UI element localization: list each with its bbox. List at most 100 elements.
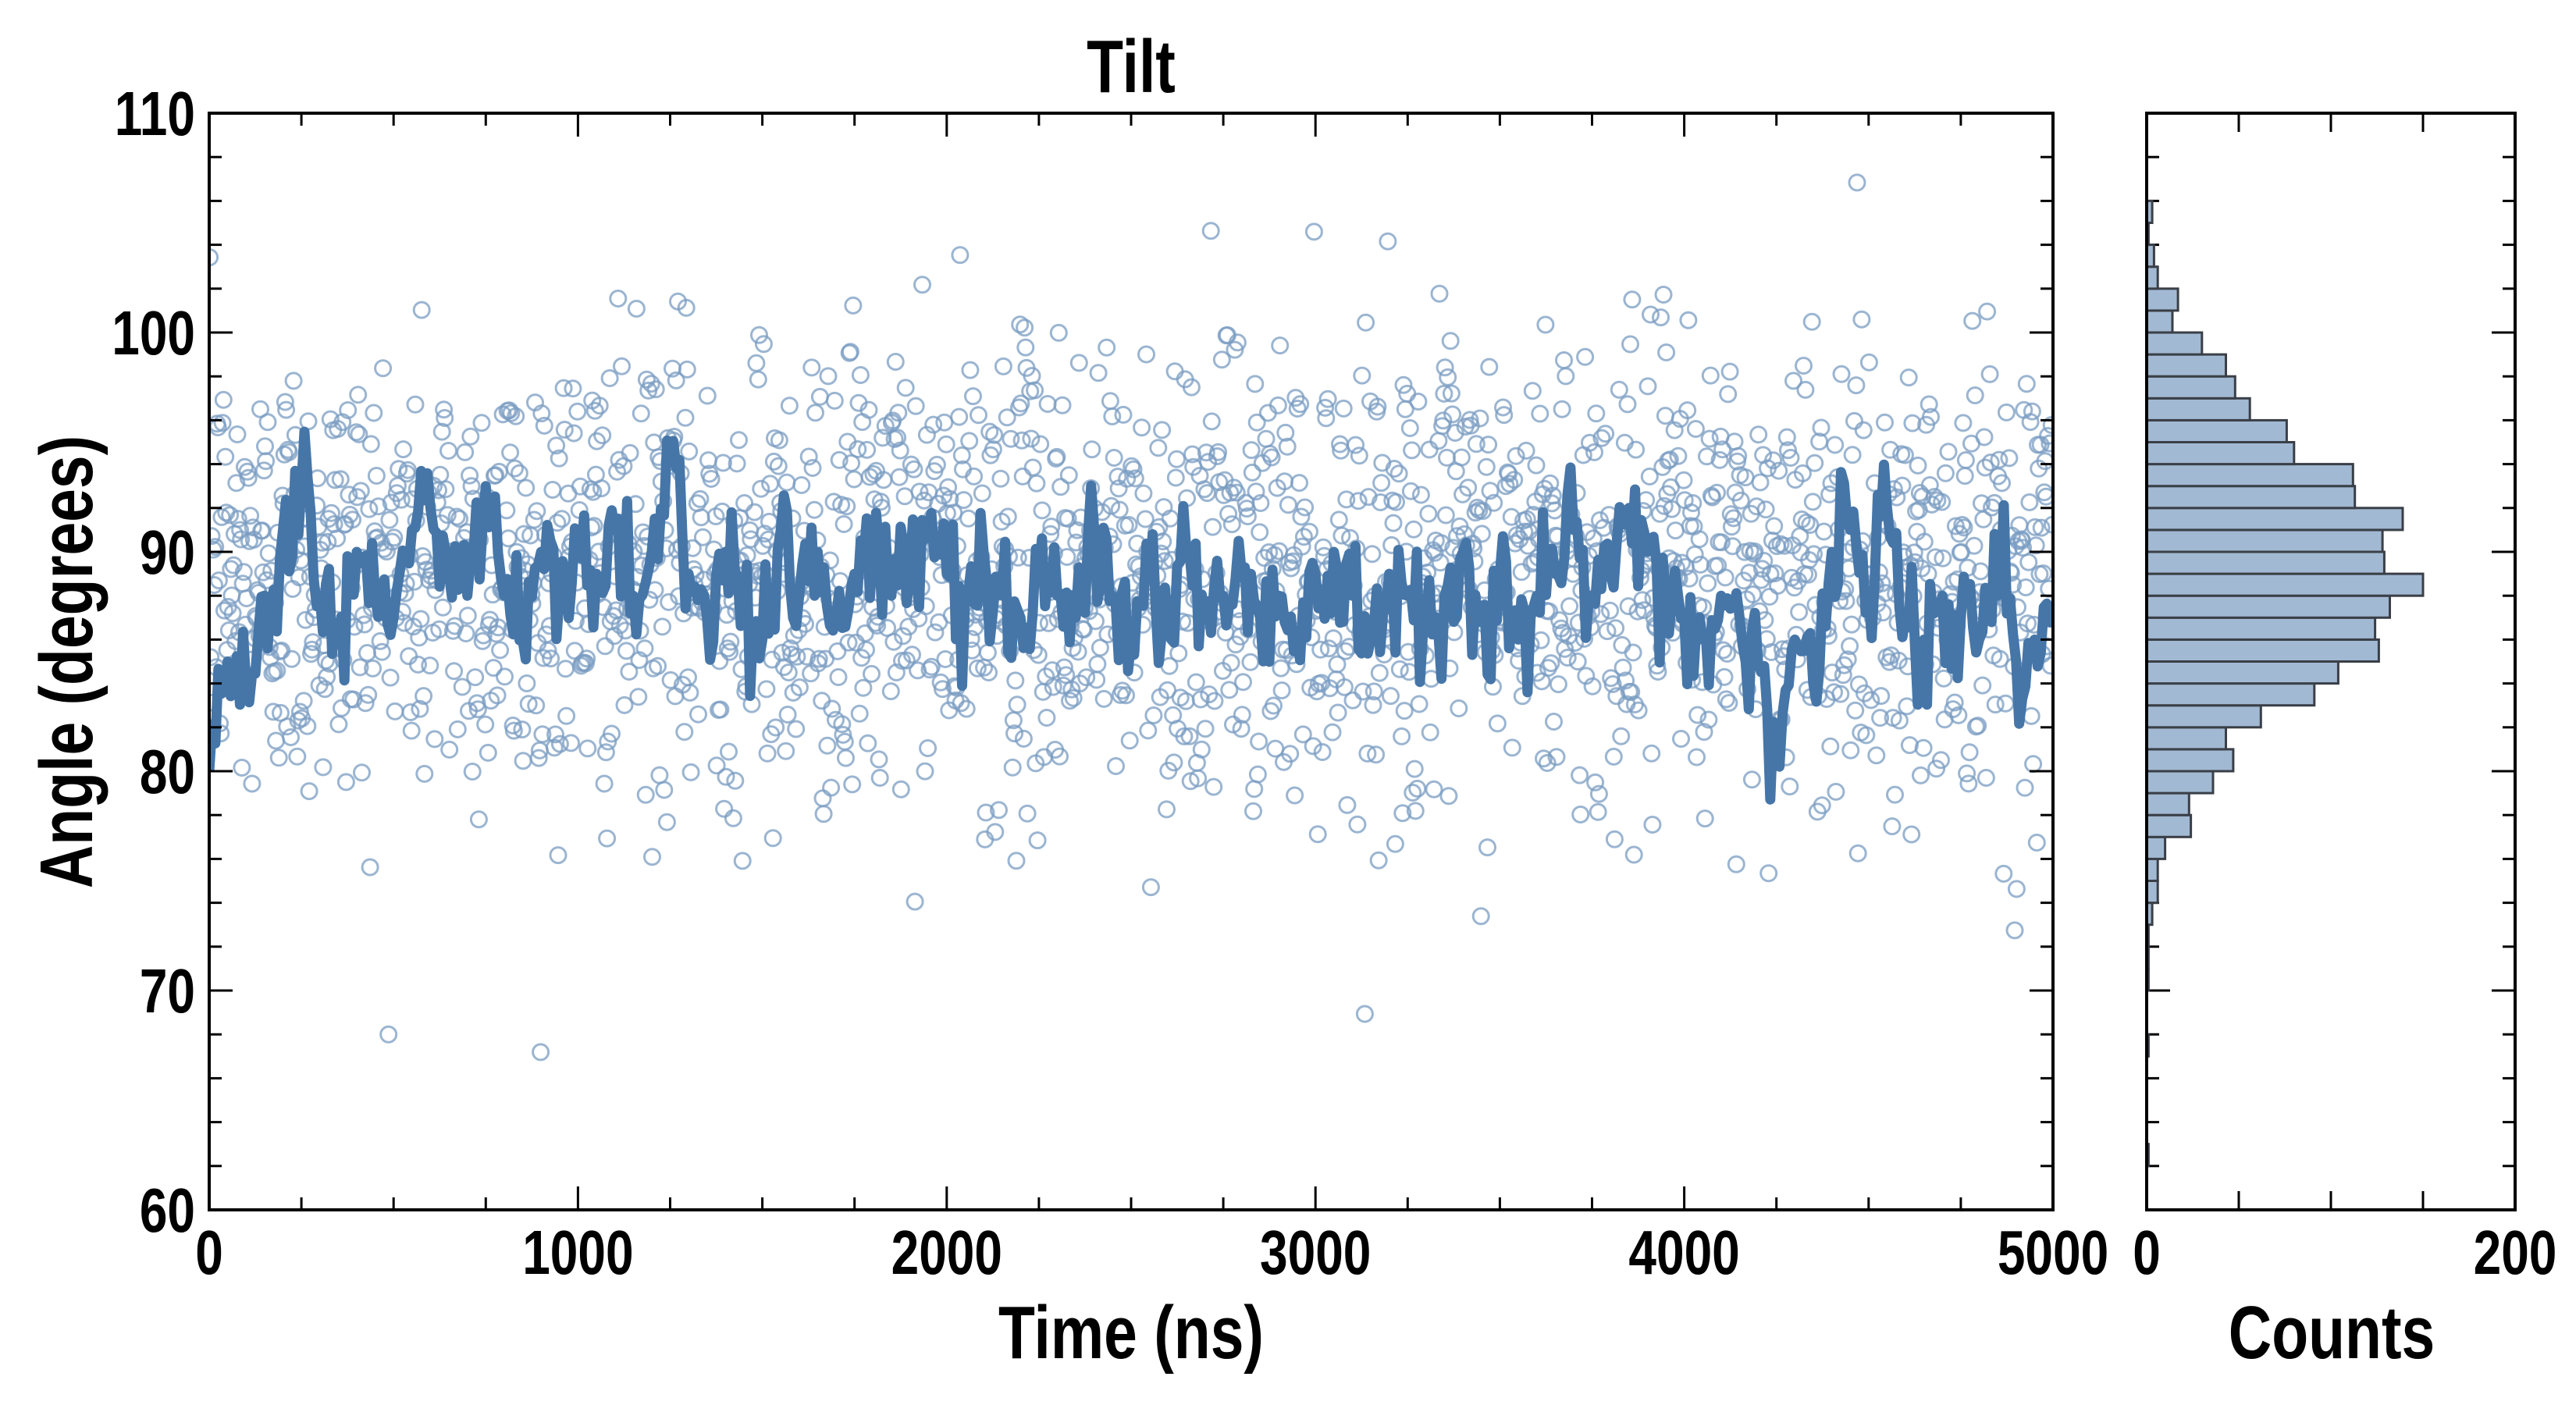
scatter-point bbox=[1202, 412, 1221, 431]
scatter-point bbox=[637, 370, 656, 389]
scatter-point bbox=[1165, 753, 1183, 772]
scatter-point bbox=[457, 624, 475, 642]
scatter-point bbox=[1419, 504, 1438, 523]
scatter-point bbox=[2007, 880, 2026, 898]
scatter-point bbox=[910, 482, 929, 501]
histogram-x-axis-label: Counts bbox=[2229, 1291, 2435, 1375]
scatter-point bbox=[1657, 343, 1676, 361]
scatter-point bbox=[1745, 542, 1764, 560]
histogram-bar bbox=[2145, 880, 2159, 905]
scatter-point bbox=[233, 759, 251, 777]
scatter-point bbox=[896, 379, 915, 397]
scatter-point bbox=[315, 680, 334, 699]
y-tick-label: 60 bbox=[140, 1176, 195, 1245]
scatter-point bbox=[761, 475, 780, 493]
scatter-point bbox=[845, 470, 863, 489]
scatter-point bbox=[822, 778, 841, 797]
scatter-point bbox=[1055, 658, 1073, 677]
scatter-point bbox=[1279, 496, 1297, 514]
scatter-point bbox=[394, 440, 413, 459]
scatter-point bbox=[830, 450, 849, 469]
x-tick-label: 4000 bbox=[1628, 1218, 1739, 1287]
scatter-point bbox=[998, 507, 1017, 526]
scatter-point bbox=[1201, 222, 1220, 240]
scatter-point bbox=[406, 395, 425, 414]
scatter-point bbox=[1715, 667, 1734, 686]
scatter-point bbox=[1205, 692, 1224, 710]
scatter-point bbox=[299, 412, 318, 431]
scatter-point bbox=[474, 626, 493, 645]
scatter-point bbox=[939, 478, 958, 496]
histogram-bar bbox=[2145, 682, 2316, 707]
scatter-point bbox=[209, 527, 221, 546]
scatter-point bbox=[1991, 649, 2009, 668]
scatter-point bbox=[788, 647, 806, 666]
scatter-point bbox=[1612, 727, 1631, 745]
scatter-point bbox=[496, 667, 514, 686]
scatter-point bbox=[1357, 313, 1375, 332]
scatter-point bbox=[1678, 401, 1697, 420]
scatter-point bbox=[1169, 644, 1188, 663]
scatter-point bbox=[1838, 650, 1857, 669]
scatter-point bbox=[1872, 687, 1891, 706]
scatter-point bbox=[1069, 642, 1087, 661]
scatter-point bbox=[528, 502, 546, 521]
scatter-point bbox=[1069, 354, 1088, 372]
scatter-point bbox=[593, 426, 612, 445]
scatter-point bbox=[1922, 407, 1940, 426]
scatter-point bbox=[698, 386, 717, 405]
scatter-point bbox=[1847, 376, 1866, 395]
scatter-point bbox=[1016, 318, 1034, 337]
scatter-point bbox=[770, 431, 788, 450]
scatter-point bbox=[1011, 315, 1030, 334]
scatter-point bbox=[1663, 500, 1681, 518]
scatter-point bbox=[1876, 413, 1894, 432]
scatter-point bbox=[1364, 695, 1382, 714]
scatter-point bbox=[1914, 738, 1933, 757]
scatter-point bbox=[666, 687, 685, 706]
scatter-point bbox=[1480, 357, 1499, 376]
scatter-point bbox=[412, 301, 431, 319]
scatter-point bbox=[1368, 397, 1387, 416]
histogram-bar bbox=[2145, 265, 2159, 290]
scatter-point bbox=[841, 343, 859, 361]
scatter-point bbox=[678, 360, 696, 379]
scatter-point bbox=[1196, 720, 1215, 738]
scatter-point bbox=[1883, 817, 1902, 836]
scatter-point bbox=[1003, 758, 1022, 777]
scatter-point bbox=[1990, 450, 2008, 469]
scatter-point bbox=[1432, 534, 1450, 553]
scatter-point bbox=[411, 610, 430, 628]
scatter-point bbox=[549, 846, 568, 865]
scatter-point bbox=[1966, 386, 1984, 404]
scatter-point bbox=[1993, 474, 2011, 493]
scatter-point bbox=[1920, 476, 1939, 494]
scatter-point bbox=[1821, 737, 1840, 756]
scatter-point bbox=[466, 668, 485, 687]
histogram-bar bbox=[2145, 331, 2204, 356]
histogram-bar bbox=[2145, 418, 2288, 444]
scatter-point bbox=[314, 758, 333, 777]
scatter-point bbox=[1386, 834, 1404, 853]
scatter-point bbox=[1110, 500, 1129, 519]
scatter-point bbox=[1007, 852, 1026, 870]
scatter-point bbox=[1936, 464, 1955, 482]
scatter-point bbox=[1431, 553, 1450, 572]
scatter-point bbox=[1054, 676, 1073, 695]
scatter-point bbox=[340, 486, 358, 504]
scatter-point bbox=[1765, 517, 1784, 535]
scatter-point bbox=[1250, 732, 1268, 751]
scatter-point bbox=[1618, 395, 1637, 414]
scatter-point bbox=[1679, 311, 1698, 329]
scatter-point bbox=[1272, 659, 1290, 678]
scatter-point bbox=[243, 774, 262, 793]
scatter-point bbox=[1586, 773, 1605, 791]
scatter-point bbox=[564, 424, 583, 443]
scatter-point bbox=[1893, 476, 1912, 495]
scatter-point bbox=[1975, 428, 1994, 446]
scatter-point bbox=[596, 743, 615, 762]
scatter-point bbox=[533, 725, 552, 744]
scatter-point bbox=[514, 752, 532, 770]
scatter-point bbox=[837, 749, 855, 767]
scatter-point bbox=[1336, 642, 1355, 660]
